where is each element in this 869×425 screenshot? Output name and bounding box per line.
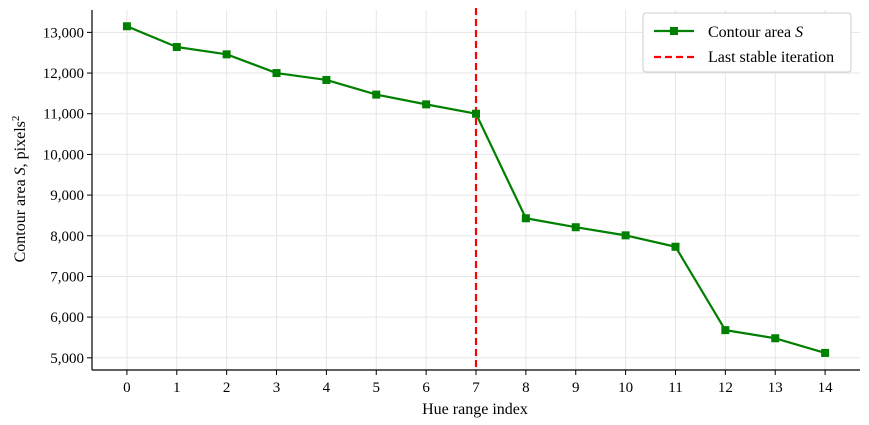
- x-tick-label: 4: [323, 380, 331, 396]
- data-point-marker: [322, 75, 331, 84]
- y-tick-label: 13,000: [43, 25, 84, 41]
- legend-frame: [642, 12, 852, 73]
- x-tick-label: 11: [668, 380, 682, 396]
- y-tick-label: 6,000: [50, 310, 84, 326]
- x-tick-label: 1: [173, 380, 181, 396]
- legend-entry-series-prefix: Contour area: [708, 24, 795, 41]
- data-point-marker: [222, 50, 231, 59]
- legend-series-marker: [670, 27, 678, 35]
- data-point-marker: [721, 326, 730, 335]
- data-point-marker: [272, 69, 281, 78]
- x-tick-label: 8: [522, 380, 530, 396]
- x-tick-label: 0: [123, 380, 131, 396]
- y-tick-label: 9,000: [50, 188, 84, 204]
- legend-entry-series: Contour area S: [708, 24, 803, 41]
- y-axis-label-symbol: S: [12, 167, 29, 175]
- x-ticks: 0 1 2 3 4 5 6 7 8 9 10 11 12 13 14: [123, 370, 833, 396]
- x-tick-label: 10: [618, 380, 633, 396]
- x-tick-label: 2: [223, 380, 231, 396]
- data-point-marker: [122, 22, 131, 31]
- y-tick-label: 7,000: [50, 269, 84, 285]
- y-tick-label: 10,000: [43, 147, 84, 163]
- x-axis-label: Hue range index: [422, 401, 528, 418]
- x-tick-label: 7: [472, 380, 480, 396]
- y-axis-label-prefix: Contour area: [12, 175, 29, 262]
- x-tick-label: 9: [572, 380, 580, 396]
- x-tick-label: 12: [718, 380, 733, 396]
- data-point-marker: [821, 348, 830, 357]
- y-ticks: 5,000 6,000 7,000 8,000 9,000 10,000 11,000 12,…: [43, 25, 92, 367]
- legend-entry-series-symbol: S: [795, 24, 803, 41]
- data-point-marker: [422, 100, 431, 109]
- data-point-marker: [472, 109, 480, 118]
- y-tick-label: 12,000: [43, 66, 84, 82]
- series-layer: [122, 22, 830, 357]
- data-point-marker: [621, 231, 630, 240]
- data-point-marker: [771, 334, 780, 343]
- legend-entry-vline: Last stable iteration: [708, 49, 834, 66]
- legend: Contour area S Last stable iteration: [642, 12, 852, 73]
- data-point-marker: [521, 214, 530, 223]
- y-tick-label: 8,000: [50, 229, 84, 245]
- x-tick-label: 6: [422, 380, 430, 396]
- y-axis-label-middle: , pixels: [12, 121, 29, 167]
- x-tick-label: 13: [768, 380, 783, 396]
- y-tick-label: 11,000: [43, 107, 84, 123]
- x-tick-label: 3: [273, 380, 281, 396]
- data-point-marker: [372, 90, 381, 99]
- y-axis-label: Contour area S, pixels2: [10, 116, 29, 263]
- y-axis-label-superscript: 2: [10, 116, 22, 122]
- data-point-marker: [571, 223, 580, 232]
- x-tick-label: 5: [373, 380, 381, 396]
- data-point-marker: [172, 43, 181, 52]
- y-tick-label: 5,000: [50, 351, 84, 367]
- x-tick-label: 14: [818, 380, 834, 396]
- data-point-marker: [671, 242, 680, 251]
